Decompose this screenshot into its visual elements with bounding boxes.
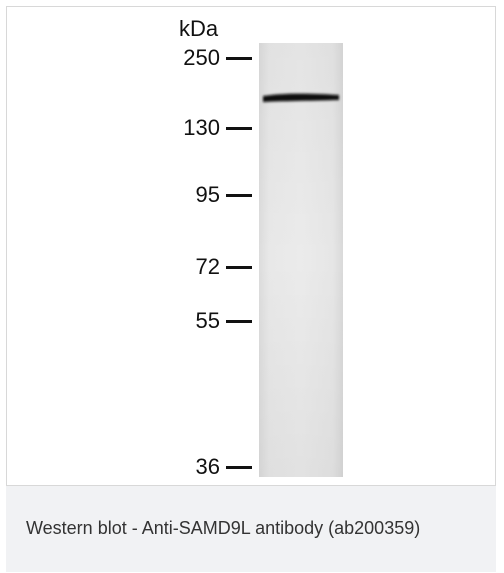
blot-lane-shading xyxy=(259,43,343,477)
marker-tick-72 xyxy=(226,266,252,269)
marker-label-95: 95 xyxy=(195,182,220,207)
marker-tick-55 xyxy=(226,320,252,323)
caption-text: Western blot - Anti-SAMD9L antibody (ab2… xyxy=(26,518,421,538)
marker-tick-250 xyxy=(226,57,252,60)
protein-band xyxy=(263,93,339,102)
marker-label-130: 130 xyxy=(183,115,220,140)
marker-label-72: 72 xyxy=(195,254,220,279)
marker-label-36: 36 xyxy=(195,454,220,479)
marker-tick-36 xyxy=(226,466,252,469)
marker-tick-130 xyxy=(226,127,252,130)
figure-caption: Western blot - Anti-SAMD9L antibody (ab2… xyxy=(6,486,496,572)
marker-label-55: 55 xyxy=(195,308,220,333)
marker-tick-95 xyxy=(226,194,252,197)
western-blot-figure: kDa 250 130 95 72 55 36 xyxy=(6,6,496,486)
marker-label-250: 250 xyxy=(183,45,220,70)
blot-image xyxy=(259,43,343,477)
unit-label-kda: kDa xyxy=(179,16,219,41)
